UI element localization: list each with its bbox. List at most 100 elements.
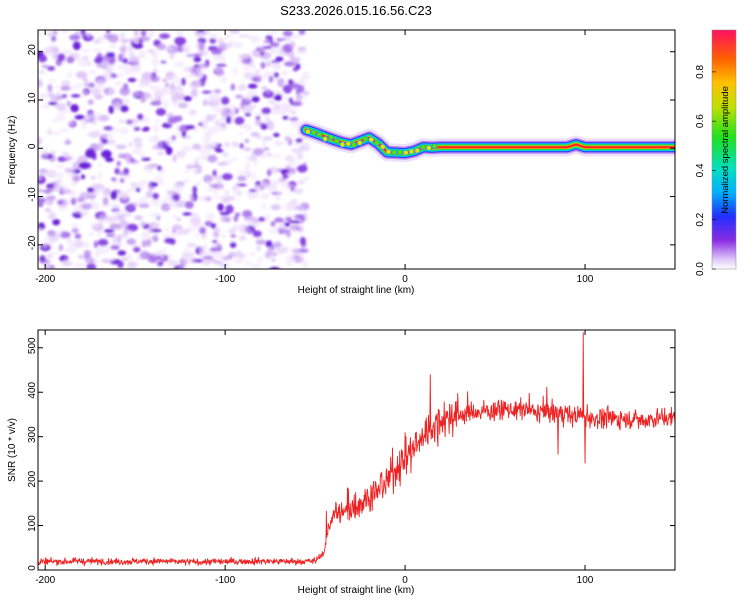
noise-speck xyxy=(47,84,53,93)
noise-speck xyxy=(96,162,102,167)
noise-speck xyxy=(220,96,230,105)
noise-speck xyxy=(101,190,108,195)
noise-speck xyxy=(172,193,181,202)
tone-blob xyxy=(431,143,438,150)
noise-speck xyxy=(108,33,119,43)
tone-blob xyxy=(310,129,317,136)
noise-speck xyxy=(89,191,96,201)
snr-xtick-label: 100 xyxy=(577,575,594,586)
noise-speck xyxy=(133,244,140,248)
colorbar-tick-label: 0.0 xyxy=(695,262,706,276)
noise-speck xyxy=(221,42,233,49)
noise-speck xyxy=(225,33,234,39)
noise-speck xyxy=(189,194,195,203)
noise-speck xyxy=(204,220,213,227)
noise-speck xyxy=(221,115,226,122)
noise-speck xyxy=(247,83,258,89)
noise-speck xyxy=(211,48,222,56)
noise-speck xyxy=(55,183,68,193)
noise-speck xyxy=(80,48,91,53)
spectrogram-x-label: Height of straight line (km) xyxy=(298,285,415,296)
noise-speck xyxy=(46,198,54,206)
noise-speck xyxy=(195,181,202,186)
tone-blob xyxy=(402,149,409,156)
tone-blob xyxy=(397,149,403,156)
noise-speck xyxy=(166,113,175,118)
noise-speck xyxy=(261,107,272,115)
noise-speck xyxy=(70,94,81,98)
noise-speck xyxy=(101,59,110,68)
noise-speck xyxy=(182,212,193,216)
colorbar-label: Normalized spectral amplitude xyxy=(720,86,731,214)
noise-speck xyxy=(116,233,129,239)
noise-speck xyxy=(196,164,203,174)
snr-xtick-label: -200 xyxy=(35,575,55,586)
noise-region xyxy=(38,30,311,269)
noise-speck xyxy=(247,216,257,220)
noise-speck xyxy=(66,56,75,64)
tone-blob xyxy=(379,143,386,150)
noise-speck xyxy=(87,232,95,237)
noise-speck xyxy=(97,220,105,224)
noise-speck xyxy=(213,191,219,200)
noise-speck xyxy=(288,117,298,122)
noise-speck xyxy=(264,213,270,223)
noise-speck xyxy=(289,160,295,168)
noise-speck xyxy=(159,33,171,39)
noise-speck xyxy=(181,144,192,153)
tone-blob xyxy=(385,148,392,155)
noise-speck xyxy=(111,73,118,79)
noise-speck xyxy=(213,94,219,99)
noise-speck xyxy=(264,250,272,259)
tone-blob xyxy=(420,144,427,150)
noise-speck xyxy=(110,244,120,250)
noise-speck xyxy=(301,176,311,181)
noise-speck xyxy=(58,244,64,252)
noise-speck xyxy=(198,50,209,57)
noise-speck xyxy=(215,70,225,77)
noise-speck xyxy=(217,203,224,212)
noise-speck xyxy=(124,205,135,210)
noise-speck xyxy=(64,247,77,254)
noise-speck xyxy=(216,186,226,191)
noise-speck xyxy=(205,212,215,221)
noise-speck xyxy=(194,158,199,167)
noise-speck xyxy=(103,134,108,138)
noise-speck xyxy=(242,209,253,218)
noise-speck xyxy=(253,159,259,166)
noise-speck xyxy=(42,241,48,249)
noise-speck xyxy=(253,112,263,118)
noise-speck xyxy=(66,100,71,107)
tone-blob xyxy=(333,138,340,145)
snr-axes: -200 -100 0 100 0 100 200 300 400 500 xyxy=(27,330,675,586)
noise-speck xyxy=(167,191,178,195)
noise-speck xyxy=(220,57,226,66)
noise-speck xyxy=(42,150,50,159)
tone-blob xyxy=(351,141,357,148)
noise-speck xyxy=(69,34,81,41)
noise-speck xyxy=(102,196,109,206)
noise-speck xyxy=(38,255,46,263)
noise-speck xyxy=(152,124,159,133)
noise-speck xyxy=(229,241,237,249)
noise-speck xyxy=(232,67,238,76)
noise-speck xyxy=(177,102,188,108)
noise-speck xyxy=(148,97,160,101)
noise-speck xyxy=(138,36,150,42)
noise-speck xyxy=(148,30,155,39)
noise-speck xyxy=(208,91,214,101)
colorbar-ticks: 0.0 0.2 0.4 0.6 0.8 xyxy=(695,64,716,276)
noise-speck xyxy=(294,214,305,219)
noise-speck xyxy=(47,79,57,83)
noise-speck xyxy=(216,63,227,67)
spectrogram-xtick-label: 0 xyxy=(402,274,408,285)
noise-speck xyxy=(225,204,234,214)
noise-speck xyxy=(60,85,71,91)
noise-speck xyxy=(151,50,159,59)
noise-speck xyxy=(203,133,212,141)
noise-speck xyxy=(208,183,219,188)
noise-speck xyxy=(238,132,245,136)
noise-speck xyxy=(122,97,128,102)
noise-speck xyxy=(70,197,77,206)
